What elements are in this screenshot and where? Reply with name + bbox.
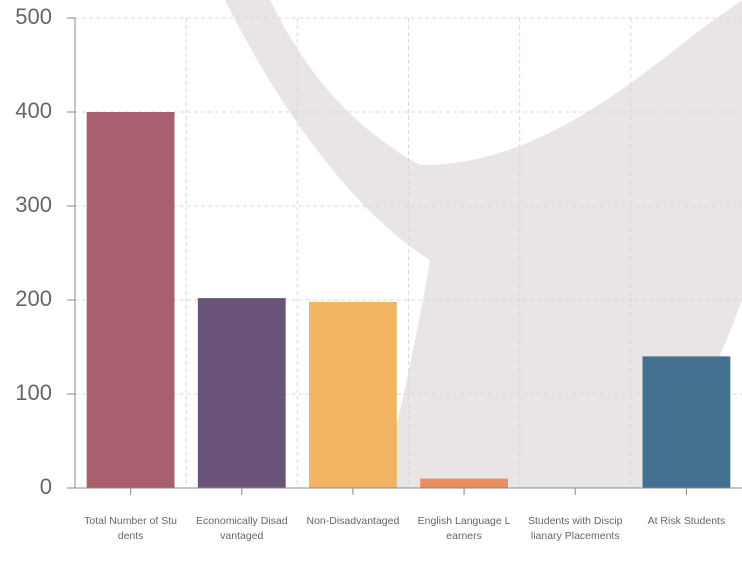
- background-decoration: [225, 0, 742, 488]
- x-tick-label: Economically Disadvantaged: [195, 515, 288, 542]
- y-tick-label: 200: [15, 286, 52, 311]
- y-tick-label: 500: [15, 4, 52, 29]
- bar: [642, 356, 731, 488]
- x-tick-label: English Language Learners: [417, 515, 511, 542]
- x-tick-label: Non-Disadvantaged: [306, 515, 400, 527]
- y-tick-label: 100: [15, 380, 52, 405]
- x-tick-label: Total Number of Students: [84, 515, 177, 542]
- bar: [86, 112, 175, 488]
- y-tick-label: 0: [40, 474, 52, 499]
- bar: [420, 478, 508, 488]
- y-tick-label: 400: [15, 98, 52, 123]
- x-tick-label: Students with Disciplianary Placements: [527, 515, 623, 542]
- bar: [309, 301, 397, 488]
- x-tick-label: At Risk Students: [647, 515, 726, 527]
- bar: [197, 298, 286, 488]
- y-tick-label: 300: [15, 192, 52, 217]
